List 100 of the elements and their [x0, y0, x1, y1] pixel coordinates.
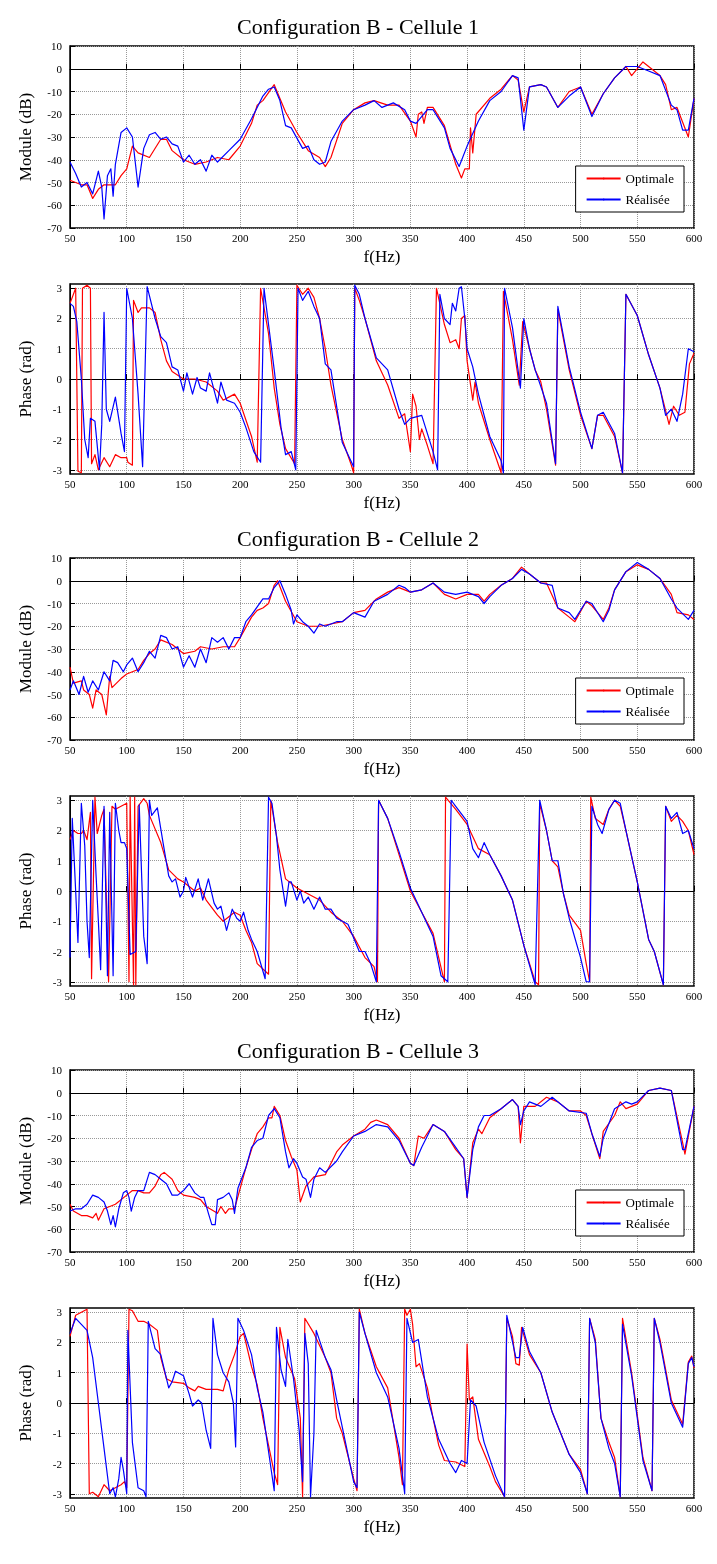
x-tick-label: 350 [402, 989, 420, 1002]
y-tick-label: -10 [47, 85, 63, 98]
y-tick-label: -30 [47, 1155, 63, 1167]
y-tick-label: -20 [47, 108, 63, 121]
y-tick-label: -3 [52, 463, 63, 476]
y-tick-label: -70 [47, 1246, 63, 1258]
x-tick-label: 550 [629, 1501, 647, 1514]
y-tick-label: 1 [56, 342, 62, 355]
y-tick-label: 10 [51, 552, 63, 564]
x-tick-label: 50 [64, 989, 76, 1002]
y-tick-label: -50 [47, 176, 63, 189]
x-tick-label: 50 [64, 743, 76, 756]
legend-label: Réalisée [625, 704, 670, 719]
x-tick-label: 550 [629, 743, 647, 756]
y-tick-label: -30 [47, 643, 63, 655]
y-tick-label: 0 [56, 62, 63, 75]
legend-label: Réalisée [625, 1216, 670, 1231]
y-tick-label: 2 [56, 824, 62, 837]
x-tick-label: 500 [572, 743, 590, 756]
x-tick-label: 300 [345, 1501, 363, 1514]
x-axis-title: f(Hz) [363, 492, 401, 512]
x-tick-label: 600 [685, 743, 703, 756]
x-tick-label: 250 [288, 989, 306, 1002]
x-tick-label: 250 [288, 231, 306, 244]
x-tick-label: 50 [64, 1501, 76, 1514]
x-tick-label: 500 [572, 1255, 590, 1268]
y-tick-label: -70 [47, 222, 63, 234]
line-series [69, 65, 695, 220]
x-tick-label: 600 [685, 989, 703, 1002]
y-tick-label: -20 [47, 620, 63, 633]
x-tick-label: 500 [572, 989, 590, 1002]
y-tick-label: -40 [47, 1177, 63, 1190]
legend-label: Optimale [625, 1195, 675, 1210]
x-tick-label: 300 [345, 743, 363, 756]
y-tick-label: 2 [56, 1336, 62, 1349]
x-tick-label: 550 [629, 231, 647, 244]
x-tick-label: 300 [345, 989, 363, 1002]
y-tick-label: -3 [52, 1487, 63, 1500]
y-axis-title: Module (dB) [16, 604, 35, 694]
legend-label: Réalisée [625, 192, 670, 207]
y-tick-label: -2 [52, 945, 62, 958]
y-tick-label: 1 [56, 854, 62, 867]
x-axis-title: f(Hz) [363, 1004, 401, 1024]
x-tick-label: 400 [458, 477, 476, 490]
x-tick-label: 200 [231, 231, 249, 244]
x-tick-label: 450 [515, 1501, 533, 1514]
y-tick-label: 3 [56, 1306, 63, 1319]
y-axis-title: Phase (rad) [16, 1364, 35, 1442]
x-tick-label: 550 [629, 477, 647, 490]
y-tick-label: -20 [47, 1132, 63, 1145]
y-tick-label: -2 [52, 1457, 62, 1470]
y-axis-title: Phase (rad) [16, 852, 35, 930]
x-tick-label: 450 [515, 231, 533, 244]
x-tick-label: 150 [175, 231, 193, 244]
chart-title: Configuration B - Cellule 3 [237, 1037, 479, 1063]
y-tick-label: 0 [56, 885, 63, 897]
x-tick-label: 600 [685, 231, 703, 244]
chart-title: Configuration B - Cellule 2 [237, 525, 479, 551]
x-tick-label: 150 [175, 1255, 193, 1268]
chart-title: Configuration B - Cellule 1 [237, 13, 479, 39]
x-tick-label: 150 [175, 743, 193, 756]
x-tick-label: 300 [345, 1255, 363, 1268]
x-tick-label: 100 [118, 1255, 136, 1268]
x-tick-label: 550 [629, 1255, 647, 1268]
x-tick-label: 450 [515, 743, 533, 756]
x-tick-label: 50 [64, 1255, 76, 1268]
legend-label: Optimale [625, 683, 675, 698]
x-tick-label: 200 [231, 989, 249, 1002]
x-tick-label: 400 [458, 989, 476, 1002]
x-tick-label: 100 [118, 1501, 136, 1514]
x-axis-title: f(Hz) [363, 1270, 401, 1290]
y-tick-label: 2 [56, 312, 62, 325]
x-tick-label: 450 [515, 1255, 533, 1268]
y-tick-label: -1 [52, 403, 62, 416]
y-tick-label: -70 [47, 734, 63, 746]
x-tick-label: 100 [118, 477, 136, 490]
y-tick-label: 0 [56, 1397, 63, 1409]
y-tick-label: 3 [56, 794, 63, 807]
x-tick-label: 100 [118, 989, 136, 1002]
y-tick-label: -10 [47, 597, 63, 610]
y-tick-label: 3 [56, 282, 63, 295]
y-tick-label: 10 [51, 1064, 63, 1076]
x-axis-title: f(Hz) [363, 758, 401, 778]
y-tick-label: -10 [47, 1109, 63, 1122]
x-tick-label: 550 [629, 989, 647, 1002]
y-tick-label: -60 [47, 199, 63, 212]
x-tick-label: 200 [231, 477, 249, 490]
x-tick-label: 350 [402, 477, 420, 490]
line-series [69, 796, 695, 986]
x-tick-label: 250 [288, 1255, 306, 1268]
x-tick-label: 150 [175, 477, 193, 490]
y-tick-label: -50 [47, 1200, 63, 1213]
x-tick-label: 250 [288, 1501, 306, 1514]
x-tick-label: 100 [118, 231, 136, 244]
y-axis-title: Module (dB) [16, 92, 35, 182]
y-axis-title: Phase (rad) [16, 340, 35, 418]
y-tick-label: -40 [47, 153, 63, 166]
x-tick-label: 50 [64, 231, 76, 244]
x-tick-label: 150 [175, 989, 193, 1002]
x-tick-label: 150 [175, 1501, 193, 1514]
